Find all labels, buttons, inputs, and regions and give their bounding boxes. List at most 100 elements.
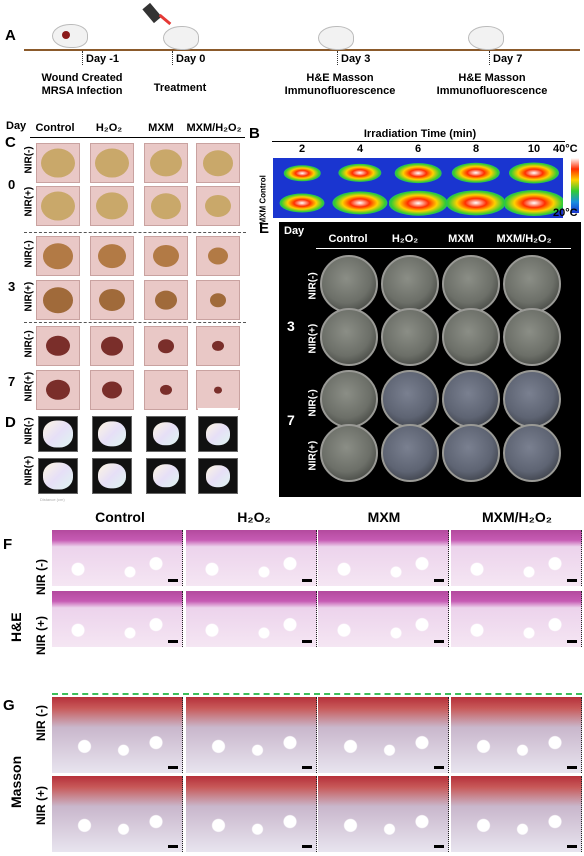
wound-outline-shape (206, 423, 230, 445)
wound-outline-plot (198, 458, 238, 494)
mouse-icon (318, 26, 354, 50)
group-header: H₂O₂ (391, 233, 419, 245)
wound-area (95, 148, 129, 178)
scale-bar (434, 766, 444, 769)
condition-label: NIR(+) (23, 371, 35, 402)
heat-spot (389, 190, 447, 216)
panel-e-day-header: Day (284, 225, 305, 237)
temperature-colorbar (571, 158, 579, 213)
scale-bar (567, 579, 577, 582)
laser-beam-icon (158, 13, 172, 26)
condition-label: NIR(+) (23, 455, 35, 486)
scale-bar (168, 845, 178, 848)
day-label: 0 (8, 177, 16, 192)
thermal-image (273, 158, 331, 188)
wound-area (160, 384, 172, 396)
wound-area (41, 148, 75, 178)
masson-stain-image (186, 697, 317, 773)
axis-label: Distance (cm) (40, 497, 65, 502)
panel-c-day-header: Day (6, 120, 27, 132)
time-label: 8 (472, 143, 480, 155)
heat-spot (338, 163, 382, 183)
wound-area (212, 340, 224, 352)
masson-stain-image (318, 697, 449, 773)
wound-area (208, 247, 228, 265)
wound-photo (36, 143, 80, 183)
wound-outline-shape (98, 463, 126, 489)
mouse-icon (52, 24, 88, 48)
scale-bar (567, 766, 577, 769)
thermal-image (447, 188, 505, 218)
timeline-label: Wound Created (41, 72, 123, 84)
condition-label: NIR(+) (307, 323, 319, 354)
wound-area (153, 244, 179, 268)
wound-area (98, 244, 126, 268)
he-stain-image (451, 530, 582, 586)
wound-area (43, 243, 73, 269)
scale-bar (168, 640, 178, 643)
panel-b-row-label: MXM Control (258, 175, 268, 225)
he-stain-image (318, 530, 449, 586)
petri-dish (320, 255, 378, 313)
wound-area (203, 150, 233, 176)
scale-bar (198, 408, 238, 410)
condition-label: NIR (+) (34, 786, 48, 825)
he-stain-image (52, 591, 183, 647)
panel-label-b: B (249, 125, 260, 142)
timeline-label: Treatment (153, 82, 207, 94)
wound-photo (196, 280, 240, 320)
petri-dish (320, 308, 378, 366)
row-group-label: H&E (8, 612, 24, 642)
petri-dish (381, 308, 439, 366)
timeline-day: Day -1 (86, 53, 120, 65)
petri-dish (503, 255, 561, 313)
wound-outline-plot (38, 416, 78, 452)
heat-spot (332, 191, 388, 215)
timeline-day: Day 0 (176, 53, 206, 65)
wound-photo (144, 143, 188, 183)
group-header: MXM/H₂O₂ (186, 122, 242, 134)
wound-photo (196, 370, 240, 410)
wound-area (46, 379, 70, 401)
mouse-icon (468, 26, 504, 50)
scale-bar (434, 579, 444, 582)
heat-spot (508, 162, 560, 184)
group-header: MXM/H₂O₂ (482, 509, 552, 525)
scale-bar (434, 640, 444, 643)
he-stain-image (186, 591, 317, 647)
wound-outline-plot (146, 458, 186, 494)
wound-outline-plot (198, 416, 238, 452)
wound-outline-shape (153, 464, 179, 488)
he-stain-image (451, 591, 582, 647)
wound-area (99, 288, 125, 312)
colorbar-min: 20°C (553, 207, 578, 219)
petri-dish (503, 370, 561, 428)
wound-outline-shape (43, 420, 73, 448)
scale-bar (302, 579, 312, 582)
wound-outline-shape (43, 462, 73, 490)
wound-area (205, 194, 231, 218)
timeline-label: H&E Masson (458, 72, 526, 84)
condition-label: NIR(-) (307, 389, 319, 417)
wound-area (158, 339, 174, 353)
condition-label: NIR(-) (23, 417, 35, 445)
timeline-label: H&E Masson (306, 72, 374, 84)
petri-dish (442, 424, 500, 482)
wound-photo (36, 280, 80, 320)
timeline-day: Day 3 (341, 53, 371, 65)
condition-label: NIR (+) (34, 616, 48, 655)
thermal-image (447, 158, 505, 188)
petri-dish (503, 308, 561, 366)
heat-spot (447, 190, 505, 216)
wound-outline-plot (92, 458, 132, 494)
wound-mark-icon (62, 31, 70, 39)
timeline-label: Immunofluorescence (284, 85, 396, 97)
he-stain-image (52, 530, 183, 586)
wound-photo (36, 370, 80, 410)
wound-outline-plot (146, 416, 186, 452)
condition-label: NIR (-) (34, 559, 48, 595)
wound-photo (90, 143, 134, 183)
petri-dish (381, 424, 439, 482)
panel-label-a: A (5, 27, 16, 44)
day-label: 3 (8, 279, 16, 294)
